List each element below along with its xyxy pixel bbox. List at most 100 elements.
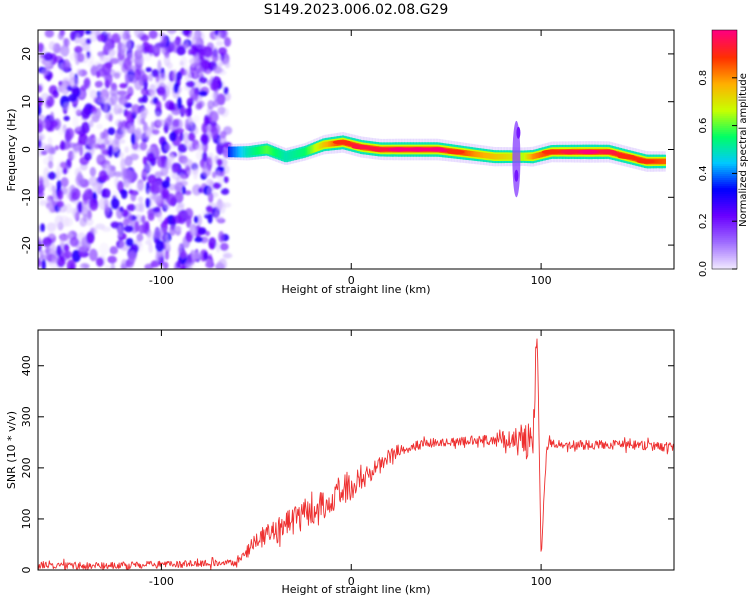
noise-blob (151, 129, 160, 135)
noise-blob (176, 260, 182, 269)
y-tick-label: 10 (20, 95, 33, 109)
noise-blob (200, 133, 209, 146)
ridge-cell (240, 146, 243, 158)
noise-blob (69, 76, 79, 88)
ridge-cell (329, 141, 332, 147)
noise-blob (54, 145, 60, 151)
noise-blob (57, 85, 67, 93)
noise-blob (117, 224, 123, 238)
noise-blob (78, 265, 84, 269)
colorbar-cell (712, 119, 737, 123)
noise-blob (90, 112, 101, 121)
noise-blob (82, 203, 88, 214)
noise-blob (51, 253, 59, 264)
noise-blob (124, 155, 133, 167)
colorbar-cell (712, 185, 737, 188)
noise-blob (166, 30, 177, 35)
noise-blob (180, 67, 185, 74)
ridge-cell (662, 159, 665, 164)
noise-blob (165, 239, 171, 249)
noise-blob (186, 262, 197, 269)
noise-blob (164, 250, 170, 261)
colorbar-cell (712, 49, 737, 53)
ridge-cell (407, 147, 410, 152)
noise-blob (208, 110, 219, 123)
noise-blob (217, 106, 226, 115)
snr-y-tick-labels: 0 100 200 300 400 (20, 355, 33, 573)
colorbar-cell (712, 259, 737, 262)
colorbar-cell (712, 31, 737, 35)
noise-blob (156, 155, 166, 168)
noise-blob (117, 151, 125, 159)
noise-blob (189, 223, 194, 235)
colorbar-cell (712, 107, 737, 111)
noise-blob (121, 209, 129, 218)
ridge-cell (486, 153, 489, 159)
ridge-cell (278, 150, 281, 158)
noise-blob (177, 202, 185, 208)
noise-blob (180, 265, 185, 269)
ridge-cell (616, 152, 619, 156)
spike-core-upper (516, 126, 521, 139)
noise-blob (90, 228, 95, 234)
noise-blob (154, 76, 160, 87)
noise-blob (153, 227, 164, 239)
x-tick-label: -100 (149, 274, 174, 287)
noise-blob (148, 73, 154, 82)
colorbar-cell (712, 193, 737, 196)
noise-blob (55, 171, 60, 181)
ridge-cell (302, 148, 305, 157)
ridge-cell (445, 148, 448, 153)
ridge-cell (522, 154, 525, 160)
noise-blob (191, 162, 200, 175)
ridge-cell (309, 145, 313, 154)
noise-blob (208, 237, 217, 250)
colorbar-ticks: 0.0 0.2 0.4 0.6 0.8 (698, 70, 737, 277)
ridge-cell (281, 151, 284, 160)
ridge-cell (353, 143, 357, 148)
noise-blob (155, 253, 161, 263)
noise-blob (161, 180, 171, 189)
ridge-cell (253, 147, 256, 155)
noise-blob (150, 260, 160, 268)
colorbar-gradient (712, 30, 737, 270)
noise-blob (134, 30, 144, 38)
noise-blob (56, 255, 66, 268)
noise-blob (41, 118, 51, 129)
noise-blob (212, 171, 217, 179)
noise-blob (38, 133, 45, 142)
colorbar-tick-label: 0.8 (698, 70, 709, 86)
noise-blob (187, 105, 192, 117)
colorbar-cell (712, 199, 737, 202)
ridge-cell (246, 148, 249, 156)
noise-blob (179, 60, 184, 66)
colorbar-cell (712, 165, 737, 169)
ridge-cell (492, 153, 495, 160)
noise-blob (177, 143, 188, 153)
y-tick-label: 20 (20, 47, 33, 61)
noise-blob (66, 259, 76, 269)
ridge-cell (542, 152, 545, 156)
noise-blob (162, 261, 169, 269)
spectrogram-x-tick-labels: -100 0 100 (149, 274, 552, 287)
y-tick-label: 0 (20, 146, 33, 153)
noise-blob (43, 52, 53, 62)
noise-blob (57, 159, 67, 170)
ridge-cell (495, 154, 498, 160)
noise-blob (80, 245, 87, 253)
noise-blob (216, 142, 225, 155)
colorbar-cell (712, 229, 737, 232)
colorbar-cell (712, 87, 737, 91)
colorbar-cell (712, 111, 737, 115)
noise-blob (145, 67, 152, 73)
ridge-cell (369, 146, 372, 150)
colorbar-cell (712, 57, 737, 61)
noise-blob (214, 210, 219, 222)
colorbar-cell (712, 175, 737, 178)
noise-blob (187, 48, 193, 56)
colorbar-cell (712, 30, 737, 33)
noise-blob (76, 52, 85, 63)
noise-blob (148, 243, 154, 254)
noise-blob (109, 57, 120, 65)
snr-panel: -100 0 100 0 100 200 300 400 Height of straigh… (5, 329, 675, 596)
